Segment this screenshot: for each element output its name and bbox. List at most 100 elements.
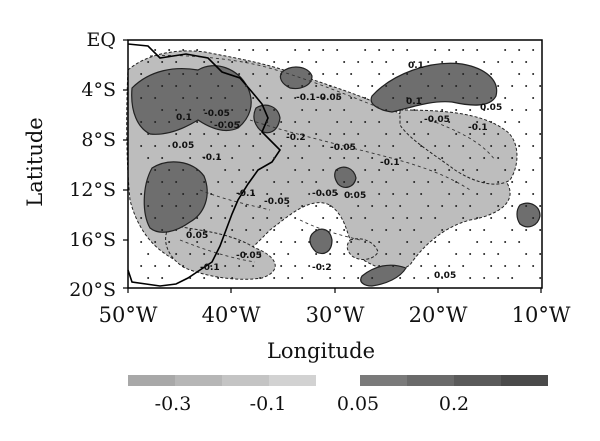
stipple-dot — [476, 97, 479, 99]
stipple-dot — [350, 73, 353, 75]
stipple-dot — [504, 49, 507, 51]
stipple-dot — [511, 181, 514, 183]
stipple-dot — [252, 145, 255, 147]
stipple-dot — [434, 217, 437, 219]
stipple-dot — [518, 265, 521, 267]
stipple-dot — [441, 229, 444, 231]
stipple-dot — [420, 145, 423, 147]
stipple-dot — [350, 241, 353, 243]
stipple-dot — [462, 217, 465, 219]
stipple-dot — [462, 145, 465, 147]
stipple-dot — [420, 241, 423, 243]
x-tick-label: 30°W — [306, 303, 365, 327]
stipple-dot — [287, 277, 290, 279]
stipple-dot — [350, 121, 353, 123]
stipple-dot — [189, 157, 192, 159]
stipple-dot — [301, 109, 304, 111]
stipple-dot — [147, 277, 150, 279]
stipple-dot — [504, 169, 507, 171]
stipple-dot — [364, 241, 367, 243]
stipple-dot — [329, 277, 332, 279]
stipple-dot — [294, 169, 297, 171]
stipple-dot — [168, 169, 171, 171]
stipple-dot — [168, 241, 171, 243]
stipple-dot — [147, 157, 150, 159]
contour-label: -0.05 — [264, 197, 290, 207]
stipple-dot — [308, 73, 311, 75]
stipple-dot — [238, 121, 241, 123]
stipple-dot — [238, 73, 241, 75]
stipple-dot — [490, 193, 493, 195]
stipple-dot — [525, 229, 528, 231]
stipple-dot — [350, 97, 353, 99]
stipple-dot — [217, 277, 220, 279]
contour-label: 0.05 — [186, 231, 208, 241]
stipple-dot — [210, 121, 213, 123]
stipple-dot — [315, 85, 318, 87]
stipple-dot — [441, 277, 444, 279]
stipple-dot — [280, 265, 283, 267]
x-tick-label: 20°W — [409, 303, 468, 327]
x-axis: 50°W 40°W 30°W 20°W 10°W — [99, 303, 571, 327]
stipple-dot — [266, 73, 269, 75]
colorbar-segment — [454, 375, 501, 386]
stipple-dot — [385, 85, 388, 87]
stipple-dot — [175, 229, 178, 231]
stipple-dot — [434, 241, 437, 243]
stipple-dot — [378, 49, 381, 51]
stipple-dot — [490, 121, 493, 123]
stipple-dot — [350, 265, 353, 267]
x-tick-label: 50°W — [99, 303, 158, 327]
stipple-dot — [140, 241, 143, 243]
contour-label: 0.05 — [344, 191, 366, 201]
stipple-dot — [399, 133, 402, 135]
stipple-dot — [182, 193, 185, 195]
positive-region-cell-2 — [334, 166, 357, 188]
stipple-dot — [287, 253, 290, 255]
stipple-dot — [154, 169, 157, 171]
positive-region-cell-1 — [279, 66, 313, 90]
stipple-dot — [287, 157, 290, 159]
stipple-dot — [140, 193, 143, 195]
stipple-dot — [448, 49, 451, 51]
stipple-dot — [371, 277, 374, 279]
stipple-dot — [525, 61, 528, 63]
stipple-dot — [532, 145, 535, 147]
contour-label: -0.1 — [380, 158, 400, 168]
stipple-dot — [427, 253, 430, 255]
stipple-dot — [504, 241, 507, 243]
stipple-dot — [266, 217, 269, 219]
stipple-dot — [392, 265, 395, 267]
stipple-dot — [252, 73, 255, 75]
stipple-dot — [539, 133, 542, 135]
stipple-dot — [140, 265, 143, 267]
stipple-dot — [168, 193, 171, 195]
stipple-dot — [532, 217, 535, 219]
stipple-dot — [287, 133, 290, 135]
contour-label: 0.1 — [408, 61, 424, 71]
contour-label: -0.05 — [214, 121, 240, 131]
stipple-dot — [413, 157, 416, 159]
stipple-dot — [469, 277, 472, 279]
stipple-dot — [147, 181, 150, 183]
stipple-dot — [168, 265, 171, 267]
stipple-dot — [294, 145, 297, 147]
stipple-dot — [294, 265, 297, 267]
contour-label: -0.1 — [236, 189, 256, 199]
stipple-dot — [511, 229, 514, 231]
stipple-dot — [511, 205, 514, 207]
stipple-dot — [280, 145, 283, 147]
stipple-dot — [427, 85, 430, 87]
stipple-dot — [462, 49, 465, 51]
stipple-dot — [203, 229, 206, 231]
stipple-dot — [518, 121, 521, 123]
stipple-dot — [315, 229, 318, 231]
contour-label: 0.1 — [406, 97, 422, 107]
stipple-dot — [441, 85, 444, 87]
stipple-dot — [273, 253, 276, 255]
stipple-dot — [315, 253, 318, 255]
stipple-dot — [518, 193, 521, 195]
stipple-dot — [287, 205, 290, 207]
stipple-dot — [406, 49, 409, 51]
